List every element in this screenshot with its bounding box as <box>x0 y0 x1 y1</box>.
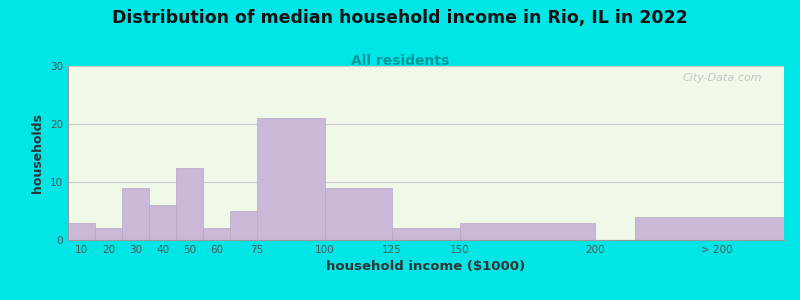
X-axis label: household income ($1000): household income ($1000) <box>326 260 526 273</box>
Bar <box>325 188 392 240</box>
Text: All residents: All residents <box>351 54 449 68</box>
Text: Distribution of median household income in Rio, IL in 2022: Distribution of median household income … <box>112 9 688 27</box>
Bar <box>203 228 244 240</box>
Bar <box>392 228 460 240</box>
Bar <box>257 118 325 240</box>
Bar <box>230 211 270 240</box>
Bar <box>95 228 122 240</box>
Bar <box>635 217 798 240</box>
Bar <box>460 223 595 240</box>
Y-axis label: households: households <box>31 113 45 193</box>
Bar <box>149 205 176 240</box>
Bar <box>176 167 203 240</box>
Bar <box>122 188 149 240</box>
Text: City-Data.com: City-Data.com <box>683 73 762 83</box>
Bar <box>68 223 95 240</box>
